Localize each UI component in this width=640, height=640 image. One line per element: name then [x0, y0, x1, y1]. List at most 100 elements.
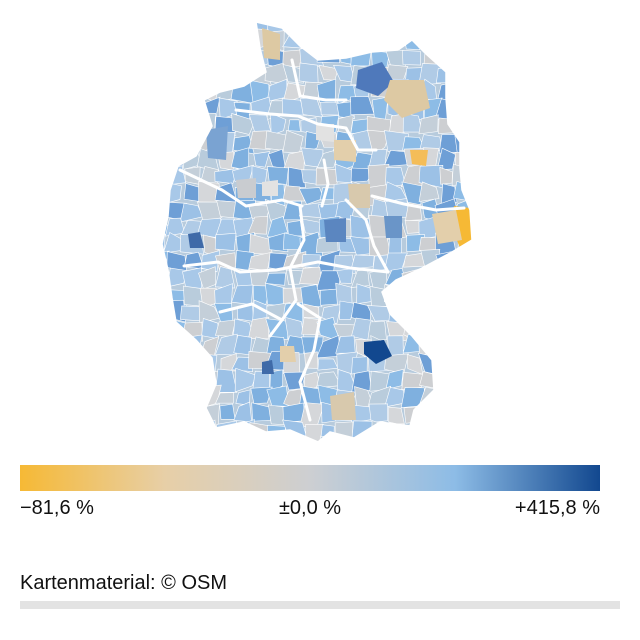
- district-cell[interactable]: [298, 13, 320, 34]
- district-cell[interactable]: [469, 46, 488, 65]
- district-cell[interactable]: [457, 334, 472, 360]
- district-cell[interactable]: [440, 28, 460, 53]
- district-nuremberg[interactable]: [262, 360, 274, 374]
- district-cell[interactable]: [452, 252, 473, 273]
- district-cell[interactable]: [183, 48, 205, 69]
- district-cell[interactable]: [436, 147, 457, 171]
- district-cell[interactable]: [455, 49, 477, 66]
- district-cell[interactable]: [148, 370, 171, 393]
- district-bremen-area[interactable]: [236, 178, 256, 198]
- district-cell[interactable]: [451, 163, 476, 187]
- district-cell[interactable]: [180, 439, 204, 450]
- district-cell[interactable]: [184, 65, 200, 85]
- district-cell[interactable]: [147, 13, 167, 36]
- district-cell[interactable]: [146, 46, 168, 70]
- district-cell[interactable]: [288, 166, 306, 188]
- district-cell[interactable]: [452, 306, 474, 325]
- district-cell[interactable]: [469, 388, 489, 410]
- district-cell[interactable]: [298, 62, 319, 85]
- district-cell[interactable]: [471, 151, 494, 173]
- district-cell[interactable]: [147, 351, 171, 376]
- district-cell[interactable]: [333, 12, 357, 35]
- district-cell[interactable]: [247, 215, 268, 235]
- district-cell[interactable]: [202, 64, 222, 87]
- district-cell[interactable]: [283, 438, 307, 450]
- district-cell[interactable]: [350, 254, 375, 270]
- district-cell[interactable]: [435, 303, 460, 323]
- district-cell[interactable]: [150, 334, 167, 354]
- district-cell[interactable]: [469, 420, 494, 442]
- district-cell[interactable]: [184, 352, 200, 374]
- district-cell[interactable]: [436, 335, 459, 357]
- district-cell[interactable]: [469, 304, 493, 323]
- district-cell[interactable]: [185, 28, 200, 50]
- district-cell[interactable]: [146, 402, 171, 424]
- district-cell[interactable]: [248, 130, 271, 151]
- district-cell[interactable]: [199, 29, 221, 51]
- district-cell[interactable]: [453, 317, 475, 340]
- district-cell[interactable]: [419, 305, 444, 324]
- district-cell[interactable]: [248, 316, 270, 340]
- district-rostock-region[interactable]: [356, 62, 394, 96]
- district-hannover[interactable]: [316, 124, 334, 142]
- district-cell[interactable]: [351, 420, 374, 442]
- district-cell[interactable]: [316, 436, 341, 450]
- district-cell[interactable]: [180, 117, 200, 138]
- district-cell[interactable]: [452, 408, 476, 427]
- district-cell[interactable]: [214, 168, 239, 184]
- district-cell[interactable]: [197, 201, 223, 222]
- district-cell[interactable]: [403, 288, 420, 307]
- district-cell[interactable]: [219, 50, 233, 67]
- district-cell[interactable]: [238, 63, 251, 85]
- district-cell[interactable]: [147, 62, 169, 85]
- district-cell[interactable]: [435, 438, 456, 450]
- district-cell[interactable]: [147, 130, 171, 154]
- district-cell[interactable]: [339, 44, 352, 65]
- district-cell[interactable]: [214, 29, 239, 50]
- district-cell[interactable]: [401, 11, 425, 32]
- district-cell[interactable]: [385, 12, 408, 30]
- district-cell[interactable]: [152, 183, 169, 206]
- district-cell[interactable]: [180, 334, 203, 359]
- district-cell[interactable]: [468, 81, 490, 101]
- district-cell[interactable]: [215, 392, 235, 404]
- district-cell[interactable]: [147, 323, 168, 338]
- district-cell[interactable]: [438, 117, 455, 134]
- district-cell[interactable]: [180, 407, 201, 426]
- district-cell[interactable]: [148, 435, 169, 450]
- district-cell[interactable]: [419, 425, 443, 442]
- district-cell[interactable]: [438, 320, 458, 343]
- district-cell[interactable]: [336, 101, 355, 119]
- district-cell[interactable]: [232, 30, 253, 50]
- district-cell[interactable]: [214, 14, 235, 36]
- district-cell[interactable]: [147, 149, 170, 171]
- district-elbe-elster[interactable]: [432, 210, 462, 244]
- district-cell[interactable]: [163, 374, 185, 393]
- district-cell[interactable]: [417, 27, 441, 48]
- district-cell[interactable]: [424, 408, 438, 424]
- district-cell[interactable]: [186, 96, 206, 121]
- district-cell[interactable]: [455, 115, 476, 139]
- district-cell[interactable]: [456, 353, 476, 375]
- district-cell[interactable]: [164, 13, 187, 34]
- district-cell[interactable]: [402, 50, 422, 66]
- district-cell[interactable]: [267, 166, 289, 186]
- district-cell[interactable]: [454, 437, 474, 450]
- district-cell[interactable]: [166, 133, 184, 153]
- district-cell[interactable]: [167, 112, 187, 136]
- district-cell[interactable]: [336, 268, 354, 284]
- district-cell[interactable]: [164, 80, 185, 102]
- district-cell[interactable]: [339, 300, 356, 320]
- district-cell[interactable]: [434, 372, 457, 393]
- district-cell[interactable]: [250, 386, 273, 404]
- district-cell[interactable]: [251, 402, 273, 422]
- district-spree-neisse[interactable]: [410, 150, 428, 166]
- district-cell[interactable]: [418, 265, 438, 289]
- district-cell[interactable]: [469, 130, 492, 155]
- district-cell[interactable]: [451, 386, 473, 410]
- district-mecklenburg-lakes[interactable]: [384, 80, 430, 118]
- district-cell[interactable]: [283, 17, 307, 36]
- district-cell[interactable]: [369, 438, 390, 450]
- district-cell[interactable]: [180, 388, 204, 411]
- district-cell[interactable]: [196, 439, 221, 450]
